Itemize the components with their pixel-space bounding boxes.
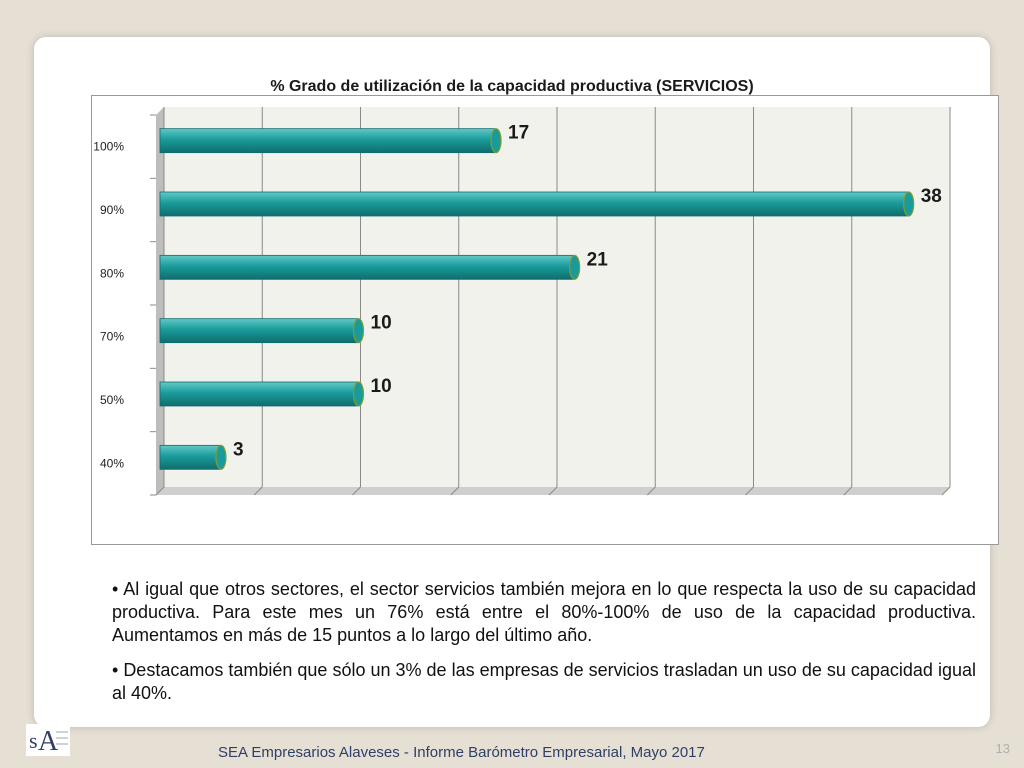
bar (159, 444, 227, 470)
bar-body (159, 128, 497, 154)
footer-text: SEA Empresarios Alaveses - Informe Baróm… (218, 744, 705, 761)
bar-cap (352, 318, 365, 344)
plot-left-wall (156, 107, 164, 495)
gridline-floor (155, 486, 165, 496)
gridline-floor (843, 486, 853, 496)
data-label: 21 (587, 249, 609, 270)
bar-body (159, 444, 222, 470)
bar-chart: % Grado de utilización de la capacidad p… (93, 78, 951, 496)
page-number: 13 (995, 741, 1010, 756)
bar-cap (490, 128, 502, 154)
slide: % Grado de utilización de la capacidad p… (34, 37, 1010, 756)
gridline-floor (253, 486, 263, 496)
svg-text:A: A (38, 726, 59, 756)
bullet-2: • Destacamos también que sólo un 3% de l… (112, 660, 976, 703)
bullet-1: • Al igual que otros sectores, el sector… (112, 579, 976, 645)
bar-cap (569, 254, 581, 280)
bar (159, 254, 581, 280)
data-label: 38 (921, 186, 942, 207)
bar-body (159, 318, 359, 344)
sea-logo-icon: s A (26, 724, 70, 756)
data-label: 10 (371, 313, 392, 334)
chart-title: % Grado de utilización de la capacidad p… (270, 78, 753, 95)
category-label: 40% (100, 456, 124, 470)
category-label: 100% (93, 140, 124, 154)
category-label: 80% (100, 266, 124, 280)
bar (159, 381, 365, 407)
bar-body (159, 254, 576, 280)
gridline-floor (450, 486, 460, 496)
gridline-floor (352, 486, 361, 496)
bar-cap (215, 444, 227, 470)
category-label: 70% (100, 330, 124, 344)
data-label: 3 (233, 439, 244, 460)
bar (159, 318, 365, 344)
svg-text:s: s (29, 728, 38, 753)
bar (159, 191, 915, 217)
category-label: 90% (100, 203, 124, 217)
data-label: 17 (508, 123, 529, 144)
bar-body (159, 381, 359, 407)
category-label: 50% (100, 393, 124, 407)
bar (159, 128, 502, 154)
bar-cap (352, 381, 365, 407)
bar-body (159, 191, 910, 217)
gridline-floor (548, 486, 558, 496)
gridline-floor (941, 486, 951, 496)
bar-cap (903, 191, 915, 217)
bullet-list: • Al igual que otros sectores, el sector… (112, 578, 976, 717)
gridline-floor (646, 486, 656, 496)
data-label: 10 (371, 376, 392, 397)
gridline-floor (745, 486, 754, 496)
